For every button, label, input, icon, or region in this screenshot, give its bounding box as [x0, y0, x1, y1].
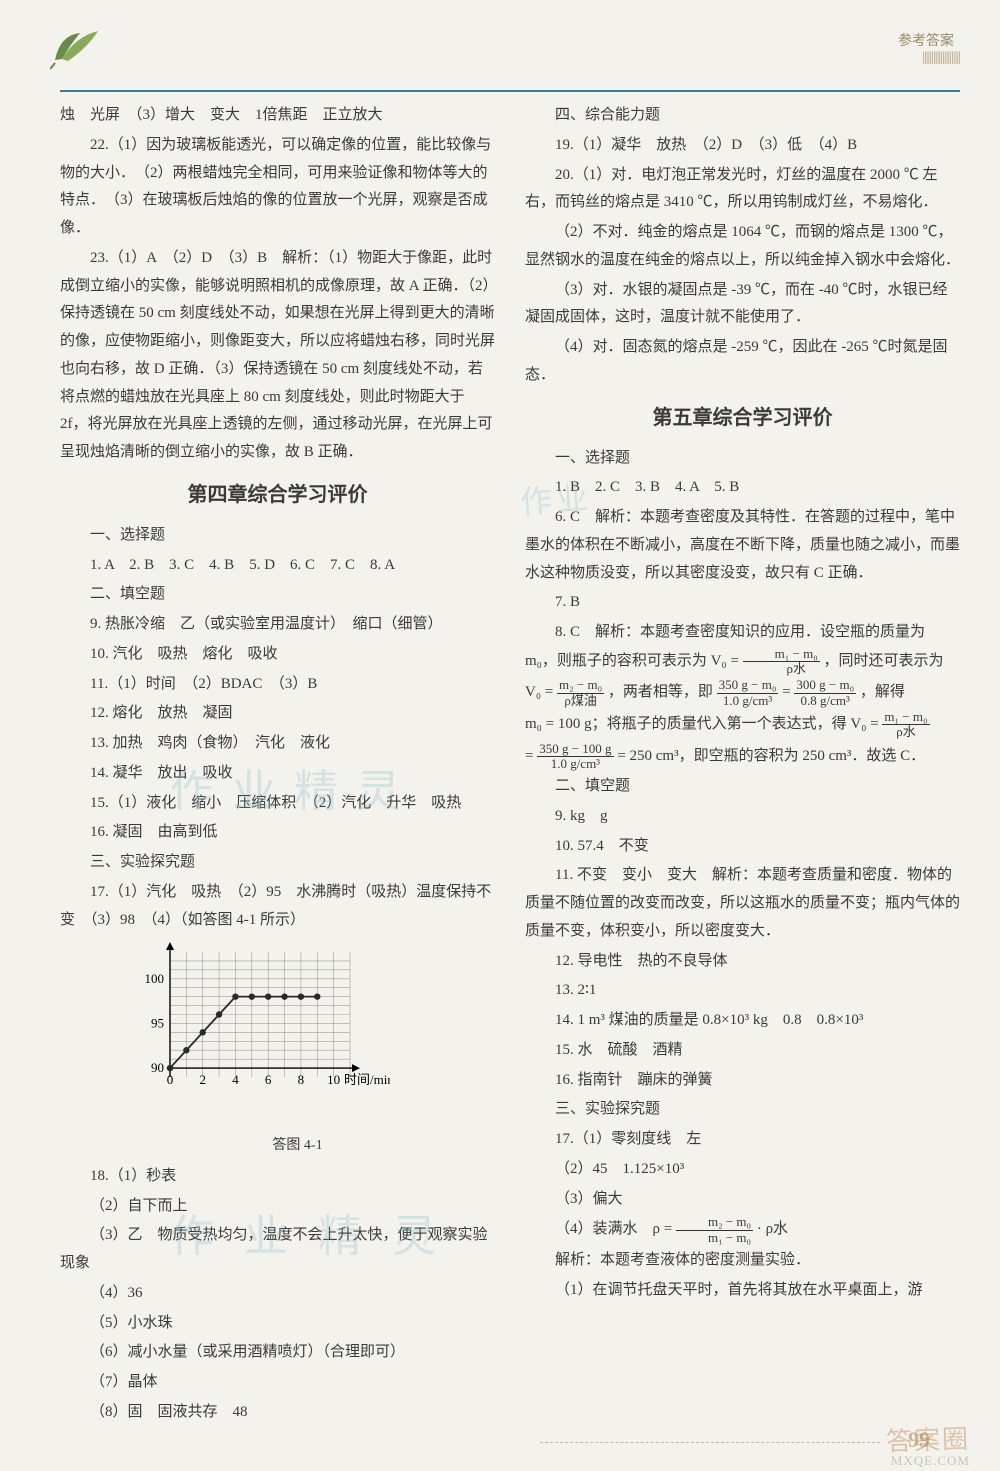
q18-4: （4）36: [60, 1280, 495, 1308]
ans-23: 23.（1）A （2）D （3）B 解析：（1）物距大于像距，此时成倒立缩小的实…: [60, 245, 495, 467]
svg-text:100: 100: [145, 971, 165, 986]
q18-7: （7）晶体: [60, 1369, 495, 1397]
q18-5: （5）小水珠: [60, 1310, 495, 1338]
sec-4-title: 四、综合能力题: [525, 102, 960, 130]
frac: m₂ − m₀m₁ − m₀: [676, 1215, 753, 1245]
q18-2: （2）自下而上: [60, 1193, 495, 1221]
frac: 300 g − m₀0.8 g/cm³: [794, 678, 856, 708]
header-rule: [60, 90, 960, 92]
answer-chart-4-1: 02468109095100温度/℃时间/min 答图 4-1: [130, 942, 495, 1159]
frac: m₁ − m₀ρ水: [882, 710, 929, 740]
barcode-deco: |||||||||||||||||||||: [922, 50, 960, 65]
svg-text:90: 90: [151, 1060, 164, 1075]
q18-6: （6）减小水量（或采用酒精喷灯）（合理即可）: [60, 1339, 495, 1367]
c5-q16: 16. 指南针 蹦床的弹簧: [525, 1067, 960, 1095]
c5-q17-4: （4）装满水 ρ = m₂ − m₀m₁ − m₀ · ρ水: [525, 1215, 960, 1245]
content-columns: 烛 光屏 （3）增大 变大 1倍焦距 正立放大 22.（1）因为玻璃板能透光，可…: [60, 102, 960, 1429]
sec-2-title: 二、填空题: [60, 581, 495, 609]
footer-deco: [540, 1438, 880, 1443]
q12: 12. 熔化 放热 凝固: [60, 700, 495, 728]
q20d: （4）对．固态氮的熔点是 -259 ℃，因此在 -265 ℃时氮是固态．: [525, 334, 960, 390]
svg-text:8: 8: [298, 1072, 305, 1087]
leaf-icon: [50, 25, 110, 70]
c5-q17-1: 17.（1）零刻度线 左: [525, 1126, 960, 1154]
svg-text:4: 4: [232, 1072, 239, 1087]
c5-sec3: 三、实验探究题: [525, 1096, 960, 1124]
page-header: 参考答案 |||||||||||||||||||||: [60, 20, 960, 90]
page: 参考答案 ||||||||||||||||||||| 作业精灵 作业 作业精灵 …: [0, 0, 1000, 1471]
svg-text:温度/℃: 温度/℃: [176, 942, 219, 943]
c5-q11: 11. 不变 变小 变大 解析：本题考查质量和密度．物体的质量不随位置的改变而改…: [525, 862, 960, 945]
ans-21-3: 烛 光屏 （3）增大 变大 1倍焦距 正立放大: [60, 102, 495, 130]
q1-8: 1. A 2. B 3. C 4. B 5. D 6. C 7. C 8. A: [60, 552, 495, 580]
q18-3: （3）乙 物质受热均匀，温度不会上升太快，便于观察实验现象: [60, 1222, 495, 1278]
q20c: （3）对．水银的凝固点是 -39 ℃，而在 -40 ℃时，水银已经凝固成固体，这…: [525, 277, 960, 333]
svg-text:时间/min: 时间/min: [344, 1072, 390, 1087]
chapter5-title: 第五章综合学习评价: [525, 400, 960, 437]
q19: 19.（1）凝华 放热 （2）D （3）低 （4）B: [525, 132, 960, 160]
q17: 17.（1）汽化 吸热 （2）95 水沸腾时（吸热）温度保持不变 （3）98 （…: [60, 879, 495, 935]
c5-q17-3: （3）偏大: [525, 1186, 960, 1214]
c5-q1-5: 1. B 2. C 3. B 4. A 5. B: [525, 474, 960, 502]
chapter4-title: 第四章综合学习评价: [60, 477, 495, 514]
svg-text:95: 95: [151, 1016, 164, 1031]
q11: 11.（1）时间 （2）BDAC （3）B: [60, 671, 495, 699]
c5-q17-5: （1）在调节托盘天平时，首先将其放在水平桌面上，游: [525, 1277, 960, 1305]
left-column: 烛 光屏 （3）增大 变大 1倍焦距 正立放大 22.（1）因为玻璃板能透光，可…: [60, 102, 495, 1429]
q15: 15.（1）液化 缩小 压缩体积 （2）汽化 升华 吸热: [60, 790, 495, 818]
q14: 14. 凝华 放出 吸收: [60, 760, 495, 788]
frac: 350 g − 100 g1.0 g/cm³: [537, 742, 613, 772]
svg-text:10: 10: [327, 1072, 340, 1087]
answer-key-label: 参考答案: [898, 34, 954, 49]
frac: 350 g − m₀1.0 g/cm³: [717, 678, 779, 708]
c5-sec2: 二、填空题: [525, 773, 960, 801]
c5-q14: 14. 1 m³ 煤油的质量是 0.8×10³ kg 0.8 0.8×10³: [525, 1007, 960, 1035]
c5-q13: 13. 2∶1: [525, 977, 960, 1005]
q10: 10. 汽化 吸热 熔化 吸收: [60, 641, 495, 669]
svg-text:6: 6: [265, 1072, 272, 1087]
c5-q12: 12. 导电性 热的不良导体: [525, 948, 960, 976]
q20b: （2）不对．纯金的熔点是 1064 ℃，而钢的熔点是 1300 ℃，显然钢水的温…: [525, 219, 960, 275]
frac: m₂ − m₀ρ煤油: [557, 678, 604, 708]
q18-8: （8）固 固液共存 48: [60, 1399, 495, 1427]
q9: 9. 热胀冷缩 乙（或实验室用温度计） 缩口（细管）: [60, 611, 495, 639]
c5-q6: 6. C 解析：本题考查密度及其特性．在答题的过程中，笔中墨水的体积在不断减小，…: [525, 504, 960, 587]
q18-1: 18.（1）秒表: [60, 1163, 495, 1191]
c5-q7: 7. B: [525, 589, 960, 617]
c5-q17-exp: 解析：本题考查液体的密度测量实验．: [525, 1247, 960, 1275]
right-column: 四、综合能力题 19.（1）凝华 放热 （2）D （3）低 （4）B 20.（1…: [525, 102, 960, 1429]
c5-q8d: = 350 g − 100 g1.0 g/cm³ = 250 cm³，即空瓶的容…: [525, 742, 960, 772]
frac: m₁ − m₀ρ水: [743, 647, 820, 677]
chart-svg: 0 2 4 6 8 10 90 95 100 温度/℃ 时间/min: [130, 942, 390, 1122]
q20a: 20.（1）对．电灯泡正常发光时，灯丝的温度在 2000 ℃ 左右，而钨丝的熔点…: [525, 162, 960, 218]
c5-q10: 10. 57.4 不变: [525, 833, 960, 861]
q13: 13. 加热 鸡肉（食物） 汽化 液化: [60, 730, 495, 758]
c5-q8: 8. C 解析：本题考查密度知识的应用．设空瓶的质量为 m₀，则瓶子的容积可表示…: [525, 619, 960, 676]
chart-caption: 答图 4-1: [100, 1133, 495, 1159]
sec-3-title: 三、实验探究题: [60, 849, 495, 877]
c5-q9: 9. kg g: [525, 803, 960, 831]
c5-q8c: m₀ = 100 g；将瓶子的质量代入第一个表达式，得 V₀ = m₁ − m₀…: [525, 710, 960, 740]
header-right: 参考答案 |||||||||||||||||||||: [898, 30, 960, 66]
c5-q15: 15. 水 硫酸 酒精: [525, 1037, 960, 1065]
sec-1-title: 一、选择题: [60, 522, 495, 550]
svg-text:2: 2: [199, 1072, 206, 1087]
site-watermark: MXQE.COM: [891, 1453, 970, 1469]
c5-q8b: V₀ = m₂ − m₀ρ煤油 ，两者相等，即 350 g − m₀1.0 g/…: [525, 678, 960, 708]
c5-q17-2: （2）45 1.125×10³: [525, 1156, 960, 1184]
c5-sec1: 一、选择题: [525, 445, 960, 473]
q16: 16. 凝固 由高到低: [60, 819, 495, 847]
svg-text:0: 0: [167, 1072, 174, 1087]
ans-22: 22.（1）因为玻璃板能透光，可以确定像的位置，能比较像与物的大小． （2）两根…: [60, 132, 495, 243]
